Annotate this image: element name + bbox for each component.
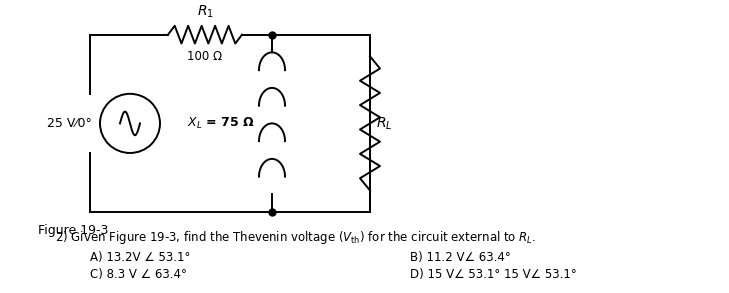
Text: $R_L$: $R_L$ xyxy=(376,115,392,132)
Text: $X_L$ = 75 Ω: $X_L$ = 75 Ω xyxy=(187,116,254,131)
Text: Figure 19-3: Figure 19-3 xyxy=(38,224,109,237)
Text: B) 11.2 V∠ 63.4°: B) 11.2 V∠ 63.4° xyxy=(410,251,511,264)
Text: A) 13.2V ∠ 53.1°: A) 13.2V ∠ 53.1° xyxy=(90,251,190,264)
Text: C) 8.3 V ∠ 63.4°: C) 8.3 V ∠ 63.4° xyxy=(90,268,187,281)
Text: 100 Ω: 100 Ω xyxy=(187,50,222,63)
Text: $R_1$: $R_1$ xyxy=(197,4,214,20)
Text: 2) Given Figure 19-3, find the Thevenin voltage ($V_{\rm th}$) for the circuit e: 2) Given Figure 19-3, find the Thevenin … xyxy=(55,229,537,246)
Text: D) 15 V∠ 53.1° 15 V∠ 53.1°: D) 15 V∠ 53.1° 15 V∠ 53.1° xyxy=(410,268,577,281)
Text: 25 V⁄0°: 25 V⁄0° xyxy=(47,117,92,130)
